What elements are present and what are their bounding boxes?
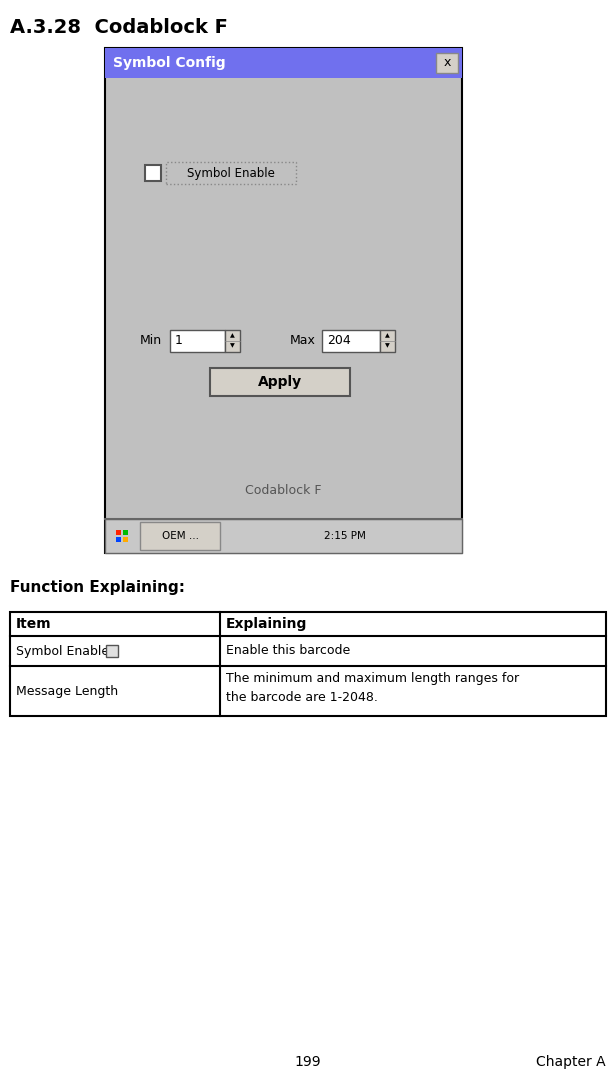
- Bar: [140, 522, 220, 550]
- Text: Symbol Config: Symbol Config: [113, 56, 225, 70]
- Text: Codablock F: Codablock F: [245, 483, 322, 496]
- Text: Function Explaining:: Function Explaining:: [10, 580, 185, 595]
- Bar: [170, 330, 225, 352]
- Bar: [116, 537, 121, 542]
- Text: Symbol Enable: Symbol Enable: [187, 166, 275, 179]
- Text: ▼: ▼: [385, 344, 390, 348]
- Bar: [123, 537, 128, 542]
- Bar: [10, 612, 606, 716]
- Bar: [380, 330, 395, 352]
- Text: Item: Item: [16, 617, 52, 631]
- Text: ▼: ▼: [230, 344, 235, 348]
- Bar: [436, 53, 458, 74]
- Text: 2:15 PM: 2:15 PM: [324, 531, 366, 540]
- Text: ▲: ▲: [385, 334, 390, 338]
- Text: 199: 199: [294, 1055, 322, 1069]
- Bar: [123, 530, 128, 535]
- Text: Explaining: Explaining: [226, 617, 307, 631]
- Bar: [145, 165, 161, 181]
- Bar: [225, 330, 240, 352]
- Text: The minimum and maximum length ranges for
the barcode are 1-2048.: The minimum and maximum length ranges fo…: [226, 672, 519, 704]
- Bar: [106, 645, 118, 657]
- Bar: [166, 162, 296, 184]
- Bar: [105, 48, 462, 553]
- Text: Min: Min: [140, 334, 162, 347]
- Text: x: x: [444, 56, 451, 69]
- Text: Max: Max: [290, 334, 316, 347]
- Text: Chapter A: Chapter A: [537, 1055, 606, 1069]
- Text: Enable this barcode: Enable this barcode: [226, 644, 351, 657]
- Bar: [322, 330, 380, 352]
- Text: 204: 204: [327, 334, 351, 347]
- Text: Message Length: Message Length: [16, 684, 118, 697]
- Text: A.3.28  Codablock F: A.3.28 Codablock F: [10, 18, 228, 37]
- Text: 1: 1: [175, 334, 183, 347]
- Bar: [116, 530, 121, 535]
- Text: ▲: ▲: [230, 334, 235, 338]
- Text: Apply: Apply: [258, 375, 302, 389]
- Bar: [210, 368, 350, 396]
- Bar: [105, 48, 462, 78]
- Text: Symbol Enable: Symbol Enable: [16, 644, 109, 657]
- Text: OEM ...: OEM ...: [161, 531, 198, 540]
- Bar: [105, 519, 462, 553]
